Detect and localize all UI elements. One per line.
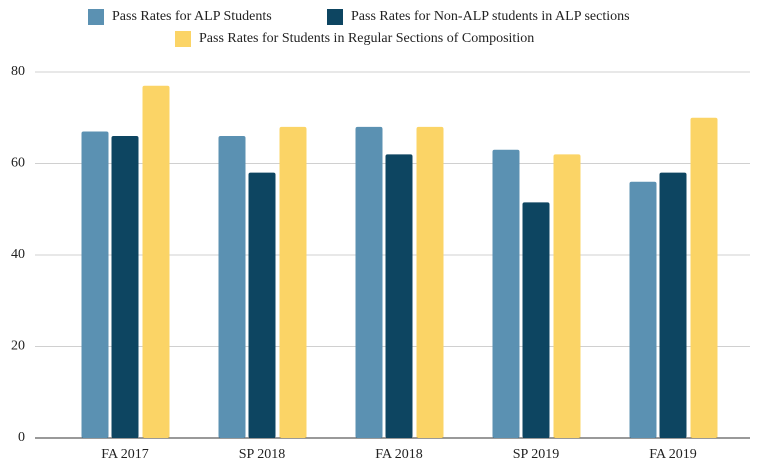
bar bbox=[385, 154, 413, 438]
x-tick-label: FA 2019 bbox=[649, 447, 697, 462]
y-tick-label: 80 bbox=[11, 64, 25, 79]
bar bbox=[690, 117, 718, 438]
legend: Pass Rates for ALP Students Pass Rates fo… bbox=[88, 9, 630, 47]
legend-label: Pass Rates for Students in Regular Secti… bbox=[199, 31, 534, 46]
legend-swatch bbox=[88, 9, 104, 25]
legend-swatch bbox=[175, 31, 191, 47]
y-tick-label: 40 bbox=[11, 247, 25, 262]
bar bbox=[142, 85, 170, 438]
bar bbox=[111, 136, 139, 439]
legend-swatch bbox=[327, 9, 343, 25]
bar bbox=[553, 154, 581, 438]
bar bbox=[218, 136, 246, 439]
x-tick-label: FA 2017 bbox=[101, 447, 149, 462]
bar bbox=[248, 172, 276, 438]
y-tick-label: 20 bbox=[11, 339, 25, 354]
bar bbox=[81, 131, 109, 438]
bar bbox=[279, 126, 307, 439]
y-tick-label: 0 bbox=[18, 430, 25, 445]
x-tick-label: SP 2018 bbox=[239, 447, 286, 462]
x-tick-label: FA 2018 bbox=[375, 447, 423, 462]
legend-label: Pass Rates for Non-ALP students in ALP s… bbox=[351, 9, 630, 24]
x-tick-label: SP 2019 bbox=[513, 447, 560, 462]
y-tick-label: 60 bbox=[11, 156, 25, 171]
bar bbox=[629, 181, 657, 439]
bar bbox=[492, 149, 520, 438]
bar bbox=[416, 126, 444, 439]
bar bbox=[522, 202, 550, 438]
legend-label: Pass Rates for ALP Students bbox=[112, 9, 272, 24]
bar bbox=[659, 172, 687, 438]
bar bbox=[355, 126, 383, 439]
